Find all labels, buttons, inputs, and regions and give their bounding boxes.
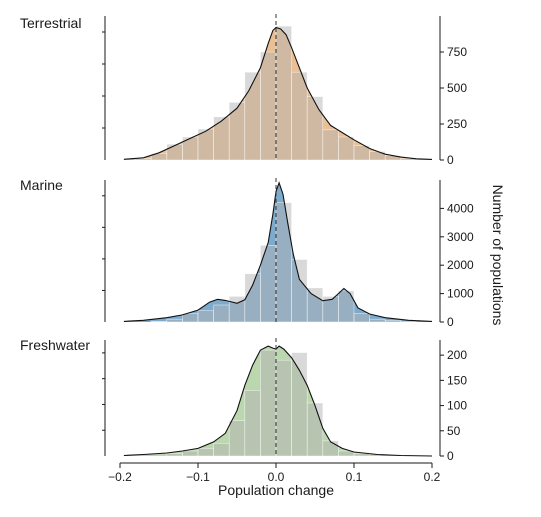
- marine-panel: Marine 0 1000 2000 3000 4000: [20, 177, 474, 329]
- freshwater-histogram-bar: [292, 353, 308, 456]
- marine-histogram-bar: [245, 274, 261, 322]
- marine-histogram-bar: [276, 203, 292, 322]
- terrestrial-histogram-bar: [307, 97, 323, 160]
- marine-histogram-bar: [167, 319, 183, 322]
- marine-histogram-bar: [229, 296, 245, 322]
- freshwater-y-tick-label: 150: [447, 373, 467, 387]
- terrestrial-histogram-bar: [167, 144, 183, 160]
- marine-y-tick-label: 2000: [447, 258, 474, 272]
- freshwater-y-tick-label: 50: [447, 424, 461, 438]
- y-axis-title: Number of populations: [490, 185, 506, 326]
- marine-histogram-bar: [370, 319, 386, 322]
- marine-histogram-bar: [307, 288, 323, 322]
- freshwater-panel: Freshwater 0 50 100 150 200: [20, 337, 467, 463]
- freshwater-histogram-bar: [307, 403, 323, 456]
- marine-histogram-bar: [385, 321, 401, 322]
- x-tick-label: 0.2: [424, 470, 441, 484]
- freshwater-y-tick-label: 200: [447, 348, 467, 362]
- terrestrial-histogram-bar: [245, 72, 261, 160]
- freshwater-histogram-bar: [229, 421, 245, 456]
- freshwater-y-tick-label: 0: [447, 449, 454, 463]
- freshwater-histogram-bar: [245, 390, 261, 456]
- terrestrial-histogram-bar: [229, 102, 245, 160]
- terrestrial-histogram-bar: [370, 151, 386, 160]
- marine-y-tick-label: 0: [447, 315, 454, 329]
- freshwater-histogram-bar: [260, 350, 276, 456]
- x-axis-title: Population change: [218, 482, 334, 498]
- marine-y-tick-label: 4000: [447, 201, 474, 215]
- marine-histogram-bar: [354, 314, 370, 323]
- x-tick-label: −0.2: [108, 470, 132, 484]
- marine-histogram-bar: [292, 260, 308, 323]
- freshwater-histogram-bar: [214, 443, 230, 456]
- freshwater-histogram-bar: [323, 441, 339, 456]
- marine-histogram-bar: [214, 305, 230, 322]
- terrestrial-histogram-bar: [292, 72, 308, 160]
- marine-y-tick-label: 3000: [447, 230, 474, 244]
- terrestrial-y-tick-label: 500: [447, 81, 467, 95]
- freshwater-panel-title: Freshwater: [20, 337, 90, 353]
- terrestrial-histogram-bar: [323, 130, 339, 160]
- panels-layer: Terrestrial0250500750Marine0100020003000…: [20, 14, 474, 463]
- freshwater-y-tick-label: 100: [447, 399, 467, 413]
- terrestrial-y-tick-label: 750: [447, 45, 467, 59]
- x-tick-label: 0.1: [346, 470, 363, 484]
- terrestrial-histogram-bar: [260, 52, 276, 160]
- freshwater-histogram-bar: [198, 448, 214, 456]
- freshwater-histogram-bar: [167, 454, 183, 457]
- terrestrial-histogram-bar: [338, 137, 354, 160]
- terrestrial-panel: Terrestrial 0 250 500 750: [20, 14, 467, 167]
- terrestrial-histogram-bar: [214, 117, 230, 160]
- marine-y-tick-label: 1000: [447, 287, 474, 301]
- marine-histogram-bar: [182, 314, 198, 323]
- terrestrial-panel-title: Terrestrial: [20, 15, 81, 31]
- terrestrial-histogram-bar: [276, 26, 292, 160]
- terrestrial-histogram-bar: [136, 159, 152, 160]
- terrestrial-y-tick-label: 0: [447, 153, 454, 167]
- marine-histogram-bar: [151, 321, 167, 322]
- freshwater-histogram-bar: [182, 451, 198, 456]
- terrestrial-y-tick-label: 250: [447, 117, 467, 131]
- marine-panel-title: Marine: [20, 177, 63, 193]
- freshwater-histogram-bar: [276, 360, 292, 456]
- marine-histogram-bar: [198, 311, 214, 322]
- x-tick-label: −0.1: [186, 470, 210, 484]
